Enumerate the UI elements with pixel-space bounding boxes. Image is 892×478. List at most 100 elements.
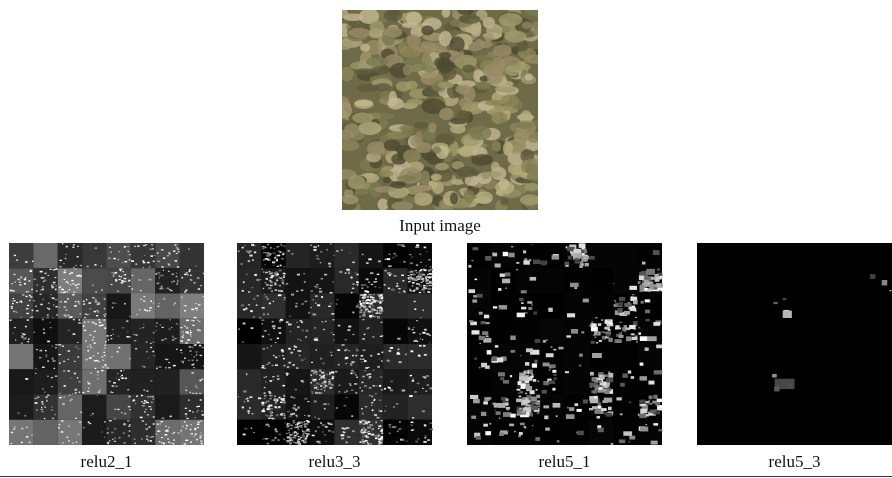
activation [79,275,82,276]
block [261,420,285,445]
activation [279,277,282,279]
activation [296,367,298,368]
activation [323,363,325,365]
activation [265,252,267,253]
activation [251,428,252,429]
activation [42,367,45,368]
activation [244,428,247,430]
activation [553,374,556,376]
activation [273,301,274,302]
activation [287,436,291,438]
activation [53,282,56,284]
activation [276,414,278,416]
block [408,395,432,420]
activation [342,431,343,432]
activation [409,271,412,273]
activation [29,280,31,282]
activation [301,429,302,430]
activation [13,274,15,275]
activation [114,438,115,439]
activation [134,443,136,444]
activation [639,400,645,404]
activation [301,426,303,428]
activation [200,420,203,421]
activation [152,396,154,397]
activation [132,275,133,276]
pebble [450,192,458,204]
activation [331,355,333,356]
activation [312,393,314,394]
activation [428,259,430,260]
activation [378,428,380,429]
activation [262,348,265,350]
activation [201,411,203,412]
activation [355,272,357,273]
activation [112,392,113,393]
activation [265,296,268,298]
activation [599,340,602,342]
block [746,319,770,344]
panel-caption: relu5_1 [539,452,591,471]
activation [290,352,293,354]
activation [44,280,47,282]
activation [364,443,366,444]
activation [365,440,368,442]
activation [315,286,316,287]
activation [379,287,381,288]
activation [178,432,180,434]
activation [13,298,15,299]
activation [59,397,61,398]
activation [200,355,202,356]
activation [165,367,167,368]
activation [329,387,332,389]
activation [142,327,144,328]
activation [195,308,198,309]
activation [252,413,254,415]
activation [187,339,190,341]
activation [274,406,276,407]
activation [522,400,529,404]
activation [329,374,330,375]
activation [384,388,386,390]
activation [420,317,422,318]
activation [113,273,115,274]
activation [10,319,11,320]
activation [92,297,94,298]
block [613,243,637,268]
activation [85,340,87,341]
activation [192,325,194,326]
activation [202,414,204,416]
activation [332,281,334,283]
activation [364,431,365,432]
activation [200,437,202,439]
activation [362,319,364,320]
activation [287,411,290,413]
activation [271,282,273,284]
activation [287,366,289,368]
activation [185,390,187,391]
activation [47,315,49,316]
activation [593,334,594,335]
activation [574,258,578,260]
activation [180,361,182,362]
activation [203,296,204,297]
activation [352,312,354,314]
block [82,369,106,394]
activation [111,432,113,433]
activation [156,433,158,434]
activation [316,441,319,443]
activation [79,313,80,314]
activation [375,278,377,280]
activation [184,291,186,292]
activation [253,432,255,433]
block [613,369,637,394]
activation [182,361,184,363]
activation [349,383,352,384]
activation [112,302,114,303]
activation [653,250,660,255]
activation [348,271,350,272]
activation [419,292,421,293]
activation [269,398,271,400]
block [819,344,843,369]
activation [307,420,309,422]
